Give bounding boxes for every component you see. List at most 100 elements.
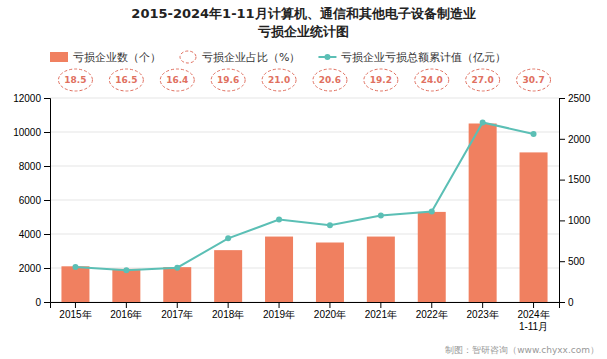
x-tick: 2016年 — [110, 302, 142, 320]
ratio-ellipse — [160, 69, 194, 91]
y-tick-label: 8000 — [19, 161, 42, 172]
line-point — [225, 235, 231, 241]
tick-mark — [44, 200, 50, 201]
x-tick: 2019年 — [263, 302, 295, 320]
tick-mark — [44, 302, 50, 303]
plot: 2015年 2016年 2017年 2018年 2019年 2020年 2021年 2022年… — [13, 69, 590, 332]
ratio-ellipse — [313, 69, 347, 91]
ratio-series: 18.516.516.419.621.020.619.224.027.030.7 — [58, 69, 550, 91]
data-label: 27.0 — [472, 75, 494, 85]
legend-label: 亏损企业数（个） — [73, 51, 161, 64]
y-tick: 4000 — [19, 229, 50, 240]
tick-mark — [44, 268, 50, 269]
ratio-ellipse — [211, 69, 245, 91]
y-axis: 020004000600080001000012000 — [13, 93, 50, 308]
y-tick: 8000 — [19, 161, 50, 172]
data-label: 24.0 — [421, 75, 443, 85]
tick-mark — [559, 139, 565, 140]
tick-mark — [177, 302, 178, 308]
y-tick: 2000 — [19, 263, 50, 274]
x-tick-label: 2024年1-11月 — [517, 309, 549, 332]
bar-series — [61, 124, 547, 303]
x-tick-label-line: 2017年 — [161, 309, 193, 320]
x-tick-label: 2023年 — [467, 309, 499, 320]
axis-line — [44, 99, 51, 303]
x-tick-label: 2020年 — [314, 309, 346, 320]
x-tick-label: 2017年 — [161, 309, 193, 320]
y2-tick: 1000 — [559, 215, 591, 226]
y-tick-label: 10000 — [13, 127, 41, 138]
grid — [50, 98, 559, 302]
x-tick-label-line: 2023年 — [467, 309, 499, 320]
bar — [316, 243, 344, 303]
legend-swatch — [50, 52, 68, 62]
marks — [61, 119, 547, 302]
bar — [61, 266, 89, 302]
tick-mark — [380, 302, 381, 308]
x-tick: 2020年 — [314, 302, 346, 320]
x-tick-label: 2018年 — [212, 309, 244, 320]
y-tick-label: 6000 — [19, 195, 42, 206]
x-tick-label-line: 2019年 — [263, 309, 295, 320]
tick-mark — [559, 220, 565, 221]
ratio-ellipse — [58, 69, 92, 91]
tick-mark — [279, 302, 280, 308]
bar — [112, 269, 140, 302]
x-tick: 2022年 — [416, 302, 448, 320]
data-label: 19.2 — [370, 75, 392, 85]
y2-tick: 0 — [559, 297, 574, 308]
subtitle: 亏损企业统计图 — [257, 24, 349, 39]
chart: 2015-2024年1-11月计算机、通信和其他电子设备制造业亏损企业统计图20… — [0, 0, 607, 359]
x-axis: 2015年 2016年 2017年 2018年 2019年 2020年 2021年 2022年… — [51, 302, 560, 332]
tick-mark — [329, 302, 330, 308]
y2-tick-label: 2000 — [568, 134, 591, 145]
x-tick-label: 2022年 — [416, 309, 448, 320]
tick-mark — [559, 98, 565, 99]
x-tick-label: 2019年 — [263, 309, 295, 320]
tick-mark — [559, 302, 565, 303]
y2-tick: 2000 — [559, 134, 591, 145]
bar — [418, 212, 446, 302]
tick-mark — [44, 166, 50, 167]
ratio-ellipse — [517, 69, 551, 91]
axis-line — [560, 99, 566, 303]
line-point — [72, 264, 78, 270]
y2-tick-label: 1000 — [568, 215, 591, 226]
tick-mark — [126, 302, 127, 308]
bar — [469, 124, 497, 303]
y-tick: 10000 — [13, 127, 50, 138]
y2-tick-label: 0 — [568, 297, 574, 308]
ratio-ellipse — [466, 69, 500, 91]
legend-item: 亏损企业数（个） — [50, 51, 161, 64]
y-tick: 6000 — [19, 195, 50, 206]
x-tick-label-line: 2015年 — [59, 309, 91, 320]
x-tick-label-line: 2016年 — [110, 309, 142, 320]
legend: 亏损企业数（个）亏损企业占比（%）亏损企业亏损总额累计值（亿元） — [50, 51, 506, 64]
line-point — [276, 217, 282, 223]
x-tick-label-line: 2018年 — [212, 309, 244, 320]
tick-mark — [228, 302, 229, 308]
line-point — [123, 267, 129, 273]
tick-mark — [44, 98, 50, 99]
tick-mark — [44, 132, 50, 133]
x-tick-label: 2015年 — [59, 309, 91, 320]
ratio-ellipse — [109, 69, 143, 91]
y-tick-label: 2000 — [19, 263, 42, 274]
tick-mark — [44, 234, 50, 235]
tick-mark — [75, 302, 76, 308]
annotation: 制图：智研咨询（www.chyxx.com） — [445, 345, 599, 355]
x-tick-label-line: 1-11月 — [519, 321, 548, 332]
data-label: 21.0 — [268, 75, 290, 85]
y2-tick-label: 2500 — [568, 93, 591, 104]
data-label: 16.4 — [166, 75, 188, 85]
legend-swatch — [180, 51, 196, 63]
bar — [520, 152, 548, 302]
data-label: 16.5 — [115, 75, 137, 85]
y-tick-label: 12000 — [13, 93, 41, 104]
x-tick-label: 2021年 — [365, 309, 397, 320]
legend-item: 亏损企业亏损总额累计值（亿元） — [318, 51, 506, 64]
y2-tick: 2500 — [559, 93, 591, 104]
bar — [367, 237, 395, 302]
y2-tick-label: 500 — [568, 256, 585, 267]
line — [75, 122, 533, 270]
